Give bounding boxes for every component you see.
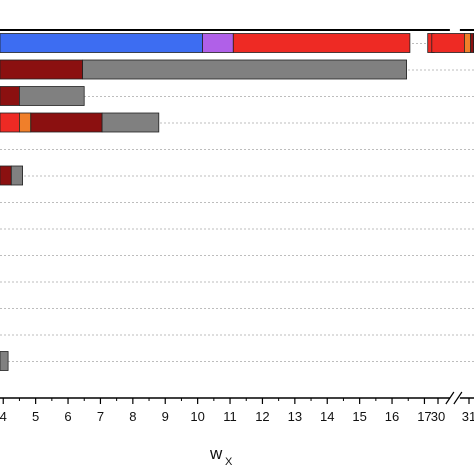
bar-segment — [101, 112, 160, 133]
bar-segment — [82, 59, 407, 80]
bar-segment — [0, 112, 20, 133]
x-tick-label: 30 — [431, 409, 445, 424]
axis-break-slash — [445, 391, 455, 405]
x-tick-label: 9 — [162, 409, 169, 424]
bar-segment — [0, 59, 83, 80]
bar-segment — [30, 112, 103, 133]
bar-segment — [0, 165, 12, 186]
x-axis-title-subscript: X — [225, 456, 233, 468]
x-tick-label: 12 — [255, 409, 269, 424]
x-tick-label: 5 — [32, 409, 39, 424]
x-tick-label: 15 — [352, 409, 366, 424]
bar-segment — [202, 33, 234, 53]
bar-segment — [232, 33, 411, 53]
x-tick-label: 14 — [320, 409, 334, 424]
bar-group — [0, 33, 474, 371]
axes — [0, 29, 474, 399]
bar-segment — [0, 33, 203, 53]
top-frame-break-gap — [449, 27, 460, 33]
bar-segment — [10, 165, 24, 186]
axis-break — [445, 27, 463, 405]
bar-segment — [18, 86, 85, 106]
bar-segment — [431, 33, 465, 53]
x-tick-label: 17 — [417, 409, 431, 424]
x-tick-label: 31 — [462, 409, 474, 424]
x-tick-label: 4 — [0, 409, 7, 424]
bar-segment — [0, 86, 20, 106]
axis-break-slash — [453, 391, 463, 405]
x-tick-label: 8 — [129, 409, 136, 424]
x-tick-label: 7 — [97, 409, 104, 424]
axis-break-gap — [449, 395, 460, 401]
x-ticks: 4 5 6 7 8 9 10 11 12 13 14 15 16 17 30 31 — [0, 398, 474, 424]
bar-segment — [463, 33, 471, 53]
x-axis-title: w — [209, 444, 223, 463]
x-tick-label: 6 — [64, 409, 71, 424]
x-tick-label: 13 — [288, 409, 302, 424]
x-tick-label: 16 — [385, 409, 399, 424]
x-tick-label: 11 — [223, 409, 237, 424]
x-tick-label: 10 — [190, 409, 204, 424]
bar-segment — [18, 112, 32, 133]
bar-segment — [0, 351, 9, 371]
